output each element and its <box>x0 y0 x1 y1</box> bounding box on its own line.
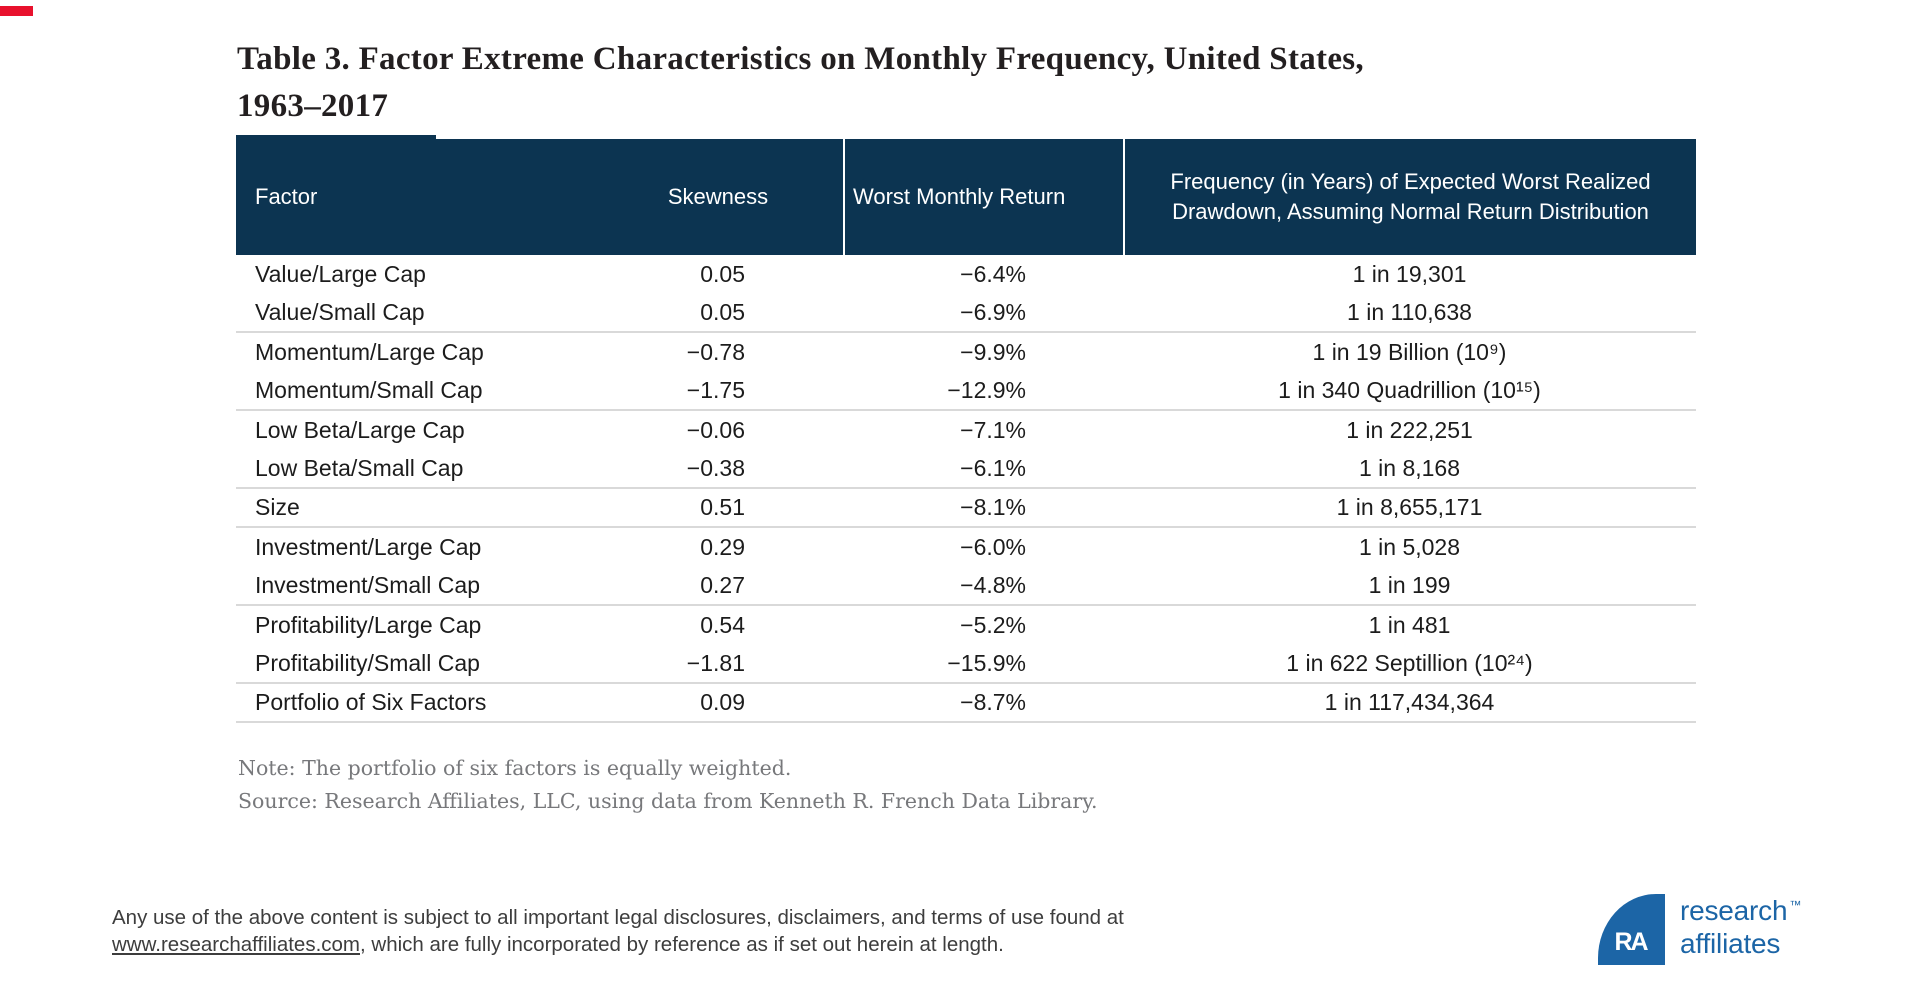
cell-skewness: −0.38 <box>686 455 745 481</box>
cell-factor: Value/Small Cap <box>255 299 425 325</box>
table-row: Value/Large Cap 0.05 −6.4% 1 in 19,301 <box>236 255 1696 294</box>
cell-factor: Size <box>255 494 300 520</box>
cell-factor: Low Beta/Small Cap <box>255 455 464 481</box>
cell-skewness: −1.81 <box>686 650 745 676</box>
legal-link[interactable]: www.researchaffiliates.com <box>112 933 360 956</box>
table-row: Size 0.51 −8.1% 1 in 8,655,171 <box>236 489 1696 528</box>
cell-factor: Investment/Small Cap <box>255 572 480 598</box>
header-top-step <box>236 135 436 139</box>
table-row: Portfolio of Six Factors 0.09 −8.7% 1 in 11… <box>236 684 1696 723</box>
cell-worst: −4.8% <box>960 572 1026 598</box>
cell-factor: Value/Large Cap <box>255 261 426 287</box>
cell-frequency: 1 in 222,251 <box>1346 417 1473 443</box>
cell-factor: Investment/Large Cap <box>255 534 482 560</box>
cell-factor: Low Beta/Large Cap <box>255 417 465 443</box>
ra-monogram-icon: RA <box>1614 928 1648 956</box>
cell-frequency: 1 in 199 <box>1368 572 1451 598</box>
cell-worst: −5.2% <box>960 612 1026 638</box>
col-header-factor: Factor <box>255 184 318 209</box>
note-text: Note: The portfolio of six factors is eq… <box>238 756 792 780</box>
research-affiliates-logo-text: research ™ affiliates <box>1680 895 1802 959</box>
top-left-red-bar <box>0 6 33 16</box>
table-row: Low Beta/Large Cap −0.06 −7.1% 1 in 222,251 <box>236 411 1696 450</box>
table-row: Momentum/Large Cap −0.78 −9.9% 1 in 19 Bill… <box>236 333 1696 372</box>
cell-frequency: 1 in 5,028 <box>1358 534 1461 560</box>
table-row: Momentum/Small Cap −1.75 −12.9% 1 in 340 Qu… <box>236 372 1696 411</box>
research-affiliates-logo-mark: RA <box>1598 894 1665 965</box>
cell-skewness: −0.78 <box>686 339 745 365</box>
cell-factor: Momentum/Small Cap <box>255 377 483 403</box>
cell-skewness: −0.06 <box>686 417 745 443</box>
cell-worst: −12.9% <box>947 377 1026 403</box>
legal-text-after-link: , which are fully incorporated by refere… <box>360 933 1004 956</box>
cell-frequency: 1 in 110,638 <box>1347 299 1472 325</box>
legal-disclaimer: Any use of the above content is subject … <box>112 904 1372 958</box>
cell-worst: −8.1% <box>960 494 1026 520</box>
table-row: Low Beta/Small Cap −0.38 −6.1% 1 in 8,168 <box>236 450 1696 489</box>
cell-factor: Profitability/Large Cap <box>255 612 482 638</box>
cell-skewness: 0.05 <box>700 261 745 287</box>
table-header-row: Factor Skewness Worst Monthly Return Fre… <box>236 139 1696 255</box>
trademark-symbol: ™ <box>1789 898 1802 912</box>
table-title-line1: Table 3. Factor Extreme Characteristics … <box>237 41 1364 77</box>
legal-text-before-link: Any use of the above content is subject … <box>112 906 1124 929</box>
cell-frequency: 1 in 117,434,364 <box>1324 689 1495 715</box>
table-row: Value/Small Cap 0.05 −6.9% 1 in 110,638 <box>236 294 1696 333</box>
table-row: Investment/Small Cap 0.27 −4.8% 1 in 199 <box>236 567 1696 606</box>
cell-skewness: 0.09 <box>700 689 745 715</box>
cell-worst: −15.9% <box>947 650 1026 676</box>
cell-frequency: 1 in 340 Quadrillion (10¹⁵) <box>1278 377 1541 403</box>
cell-skewness: 0.27 <box>700 572 745 598</box>
cell-worst: −6.4% <box>960 261 1026 287</box>
cell-frequency: 1 in 19,301 <box>1352 261 1467 287</box>
col-header-skewness: Skewness <box>667 184 769 209</box>
cell-skewness: 0.54 <box>700 612 745 638</box>
table-notes: Note: The portfolio of six factors is eq… <box>238 752 1098 818</box>
source-text: Source: Research Affiliates, LLC, using … <box>238 789 1098 813</box>
cell-frequency: 1 in 622 Septillion (10²⁴) <box>1286 650 1533 676</box>
cell-frequency: 1 in 481 <box>1368 612 1451 638</box>
cell-worst: −8.7% <box>960 689 1026 715</box>
cell-worst: −6.9% <box>960 299 1026 325</box>
cell-skewness: 0.05 <box>700 299 745 325</box>
cell-skewness: 0.51 <box>700 494 745 520</box>
table-title-line2: 1963–2017 <box>237 88 389 124</box>
table-body: Value/Large Cap 0.05 −6.4% 1 in 19,301 Value… <box>236 255 1696 723</box>
table-row: Profitability/Large Cap 0.54 −5.2% 1 in 481 <box>236 606 1696 645</box>
cell-worst: −6.0% <box>960 534 1026 560</box>
col-header-frequency: Frequency (in Years) of Expected Worst R… <box>1123 139 1696 255</box>
cell-worst: −7.1% <box>960 417 1026 443</box>
cell-factor: Momentum/Large Cap <box>255 339 484 365</box>
logo-line1: research ™ <box>1680 895 1802 926</box>
table-row: Profitability/Small Cap −1.81 −15.9% 1 in 6… <box>236 645 1696 684</box>
table-title: Table 3. Factor Extreme Characteristics … <box>237 36 1737 130</box>
table-row: Investment/Large Cap 0.29 −6.0% 1 in 5,028 <box>236 528 1696 567</box>
cell-worst: −9.9% <box>960 339 1026 365</box>
cell-frequency: 1 in 8,655,171 <box>1336 494 1483 520</box>
cell-worst: −6.1% <box>960 455 1026 481</box>
col-header-worst-monthly-return: Worst Monthly Return <box>843 139 1123 255</box>
factor-extremes-table: Factor Skewness Worst Monthly Return Fre… <box>236 135 1696 723</box>
cell-skewness: 0.29 <box>700 534 745 560</box>
cell-frequency: 1 in 19 Billion (10⁹) <box>1312 339 1507 365</box>
cell-factor: Profitability/Small Cap <box>255 650 480 676</box>
cell-skewness: −1.75 <box>686 377 745 403</box>
cell-factor: Portfolio of Six Factors <box>255 689 487 715</box>
cell-frequency: 1 in 8,168 <box>1358 455 1461 481</box>
logo-line2: affiliates <box>1680 928 1781 959</box>
